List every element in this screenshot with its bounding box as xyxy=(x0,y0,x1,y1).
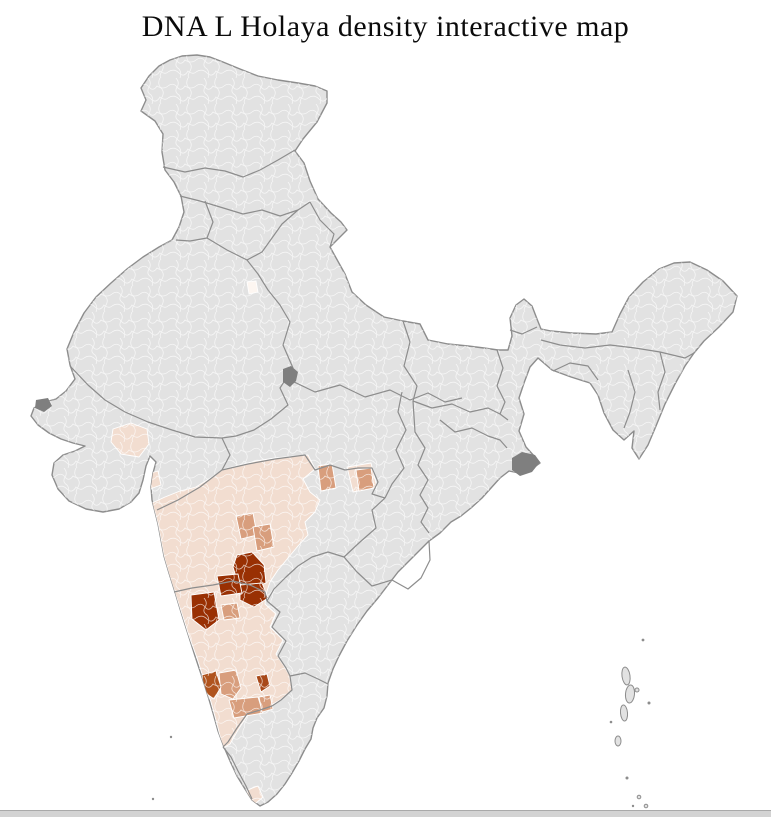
state-border-5 xyxy=(69,365,223,439)
state-border-9 xyxy=(402,320,418,402)
state-border-0 xyxy=(162,149,296,178)
state-border-11 xyxy=(496,349,506,415)
state-border-7 xyxy=(221,454,386,499)
state-border-8 xyxy=(289,379,463,403)
island xyxy=(169,735,173,739)
state-border-19 xyxy=(343,540,431,590)
island xyxy=(631,804,635,808)
state-border-17 xyxy=(222,600,293,748)
state-border-25 xyxy=(623,369,636,429)
island xyxy=(643,803,649,809)
state-border-14 xyxy=(439,419,508,449)
island xyxy=(621,666,631,686)
island xyxy=(634,687,640,693)
state-border-16 xyxy=(173,580,268,602)
island xyxy=(636,794,642,800)
island xyxy=(641,638,645,642)
state-border-21 xyxy=(509,326,538,335)
state-border-23 xyxy=(552,362,599,381)
state-border-26 xyxy=(309,201,335,248)
page-title: DNA L Holaya density interactive map xyxy=(141,10,630,43)
island xyxy=(619,704,629,722)
horizontal-scrollbar-thumb[interactable] xyxy=(0,811,771,817)
sundarbans-delta-patch xyxy=(512,452,540,476)
kutch-rann-patch xyxy=(35,398,52,412)
state-border-18 xyxy=(222,746,253,800)
state-border-22 xyxy=(540,339,695,359)
state-border-13 xyxy=(384,391,407,499)
state-border-3 xyxy=(206,209,299,261)
island xyxy=(647,701,651,705)
island xyxy=(151,797,155,801)
island xyxy=(614,735,622,747)
near-white-district[interactable] xyxy=(246,280,259,295)
state-border-20 xyxy=(289,672,329,685)
island xyxy=(624,684,636,704)
island xyxy=(609,720,613,724)
state-border-24 xyxy=(657,351,666,411)
state-border-1 xyxy=(179,195,311,217)
state-border-6 xyxy=(156,437,231,511)
horizontal-scrollbar[interactable] xyxy=(0,810,771,817)
delhi-dense-district-patch xyxy=(283,366,298,387)
district-boundaries-mesh xyxy=(31,55,737,806)
island xyxy=(625,776,629,780)
state-border-12 xyxy=(412,400,430,534)
state-border-15 xyxy=(266,497,386,602)
